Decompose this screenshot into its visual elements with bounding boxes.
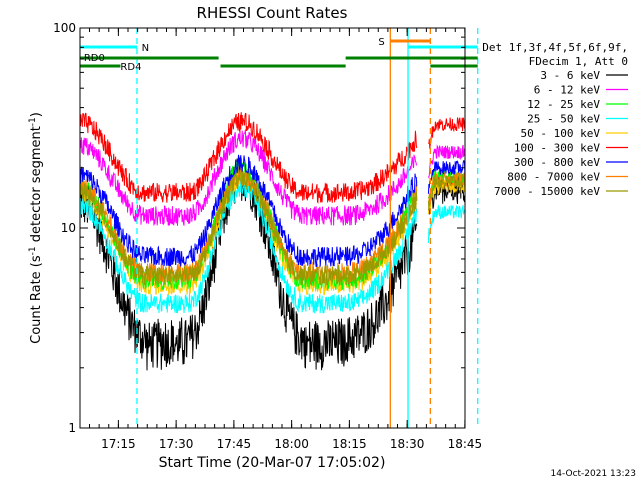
flag-label-rd0: RD0 [84,53,105,64]
legend-header-line-1: Det 1f,3f,4f,5f,6f,9f, [482,41,628,54]
series-line-7000-15000keV-post [427,173,466,211]
series-line-300-800keV [79,154,418,267]
y-axis-label-part1: Count Rate (s [29,255,44,344]
series-line-6-12keV [79,129,418,227]
flag-label-n: N [142,43,149,54]
x-tick-label-6: 18:45 [448,437,483,451]
x-tick-label-1: 17:30 [159,437,194,451]
series-line-25-50keV [79,175,418,314]
legend-header-line-2: FDecim 1, Att 0 [529,55,628,68]
legend-label-7: 800 - 7000 keV [507,171,600,184]
series-line-300-800keV-post [427,160,466,194]
series-line-25-50keV-post [427,204,466,244]
legend-label-2: 12 - 25 keV [527,98,600,111]
x-tick-label-0: 17:15 [101,437,136,451]
legend-label-0: 3 - 6 keV [540,69,600,82]
x-tick-label-4: 18:15 [332,437,367,451]
footer-timestamp: 14-Oct-2021 13:23 [551,469,636,479]
y-tick-label-100: 100 [53,21,76,35]
x-tick-label-5: 18:30 [390,437,425,451]
y-tick-label-10: 10 [61,221,76,235]
legend-header: Det 1f,3f,4f,5f,6f,9f, FDecim 1, Att 0 [482,41,628,68]
series-line-7000-15000keV [79,169,418,286]
legend-label-5: 100 - 300 keV [514,142,600,155]
x-tick-label-2: 17:45 [217,437,252,451]
series-line-100-300keV [79,112,418,204]
legend-label-1: 6 - 12 keV [534,84,601,97]
y-axis-label-part2: detector segment [29,126,44,246]
x-tick-label-3: 18:00 [274,437,309,451]
y-axis-label: Count Rate (s-1 detector segment-1) [28,112,44,344]
x-axis-label: Start Time (20-Mar-07 17:05:02) [159,455,386,471]
legend-label-8: 7000 - 15000 keV [494,185,600,198]
y-axis-label-sup2: -1 [28,117,38,126]
y-axis-label-part3: ) [29,112,44,117]
legend-label-6: 300 - 800 keV [514,156,600,169]
y-axis-label-sup1: -1 [28,246,38,255]
series-line-800-7000keV [79,165,418,284]
flag-label-rd4: RD4 [120,62,141,73]
legend-label-3: 25 - 50 keV [527,113,600,126]
legend-label-4: 50 - 100 keV [521,127,601,140]
flag-label-s: S [378,37,384,48]
y-tick-label-1: 1 [68,421,76,435]
plot-area: N S RD0 RD4 [79,28,479,428]
series-line-6-12keV-post [427,144,466,179]
series-line-100-300keV-post [428,117,466,149]
chart-title: RHESSI Count Rates [197,4,348,22]
